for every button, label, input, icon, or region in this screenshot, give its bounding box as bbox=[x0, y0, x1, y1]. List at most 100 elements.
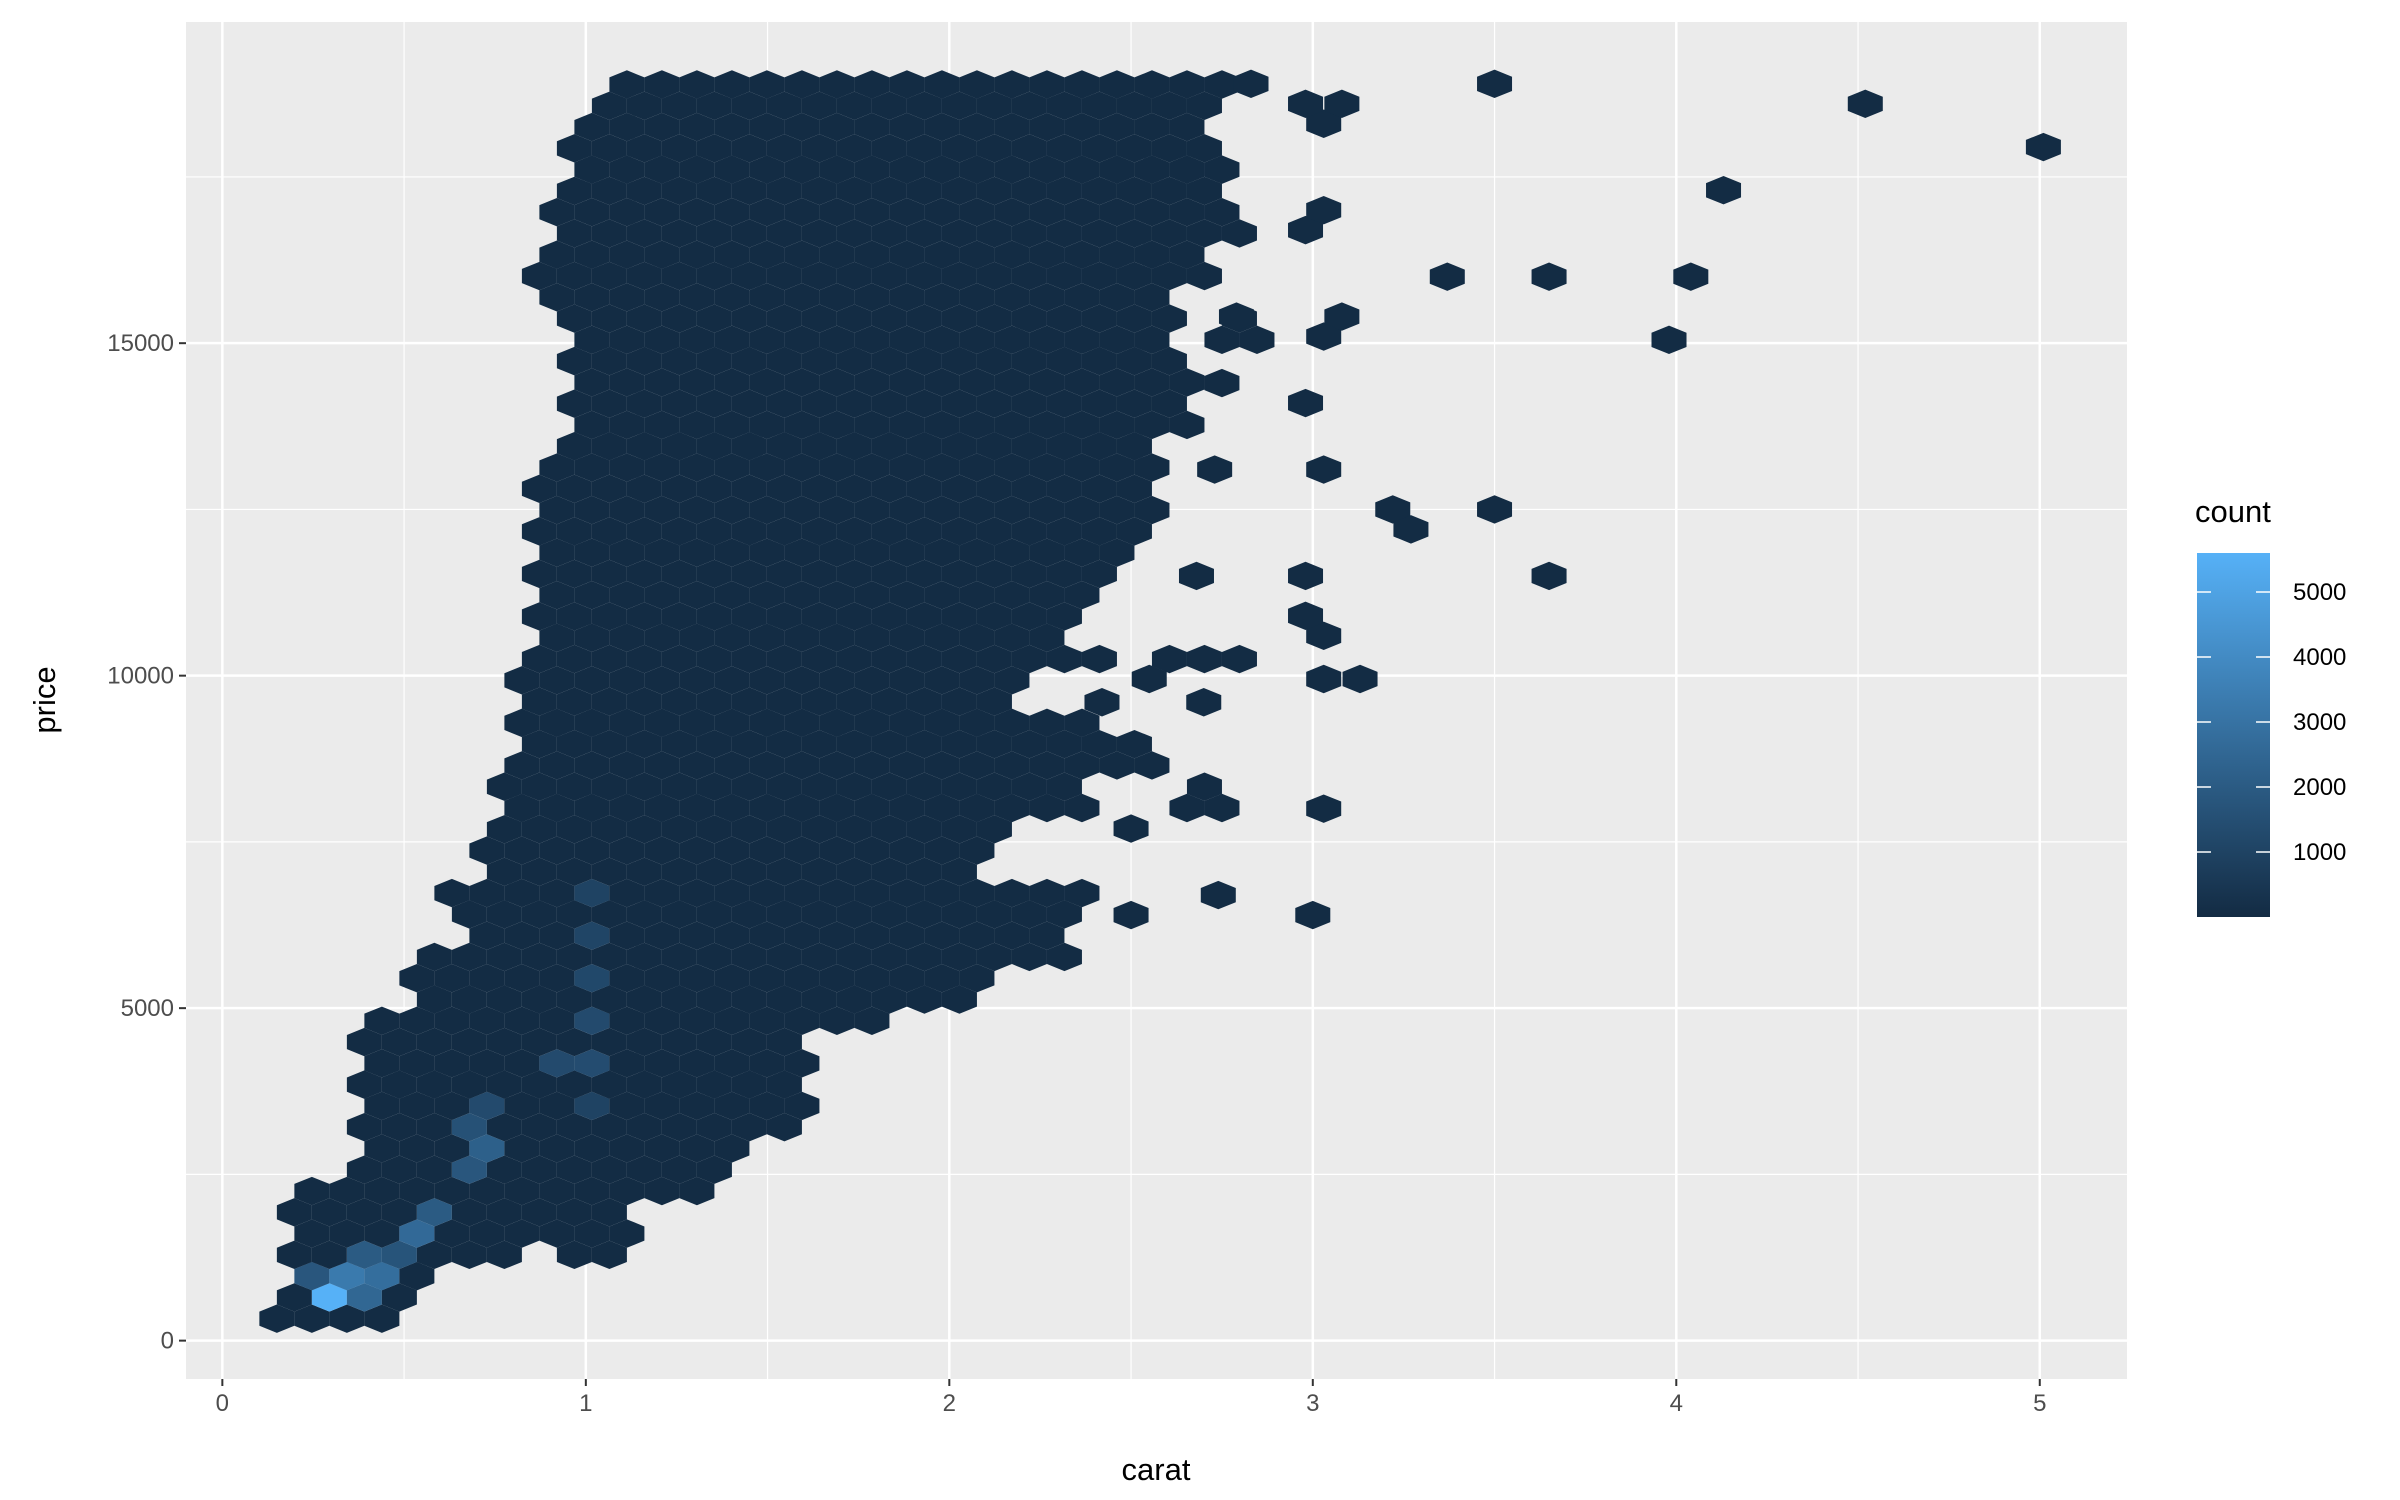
hex-bin bbox=[1169, 112, 1205, 142]
hex-bin bbox=[504, 964, 540, 993]
hex-bin bbox=[1151, 346, 1187, 376]
hex-bin bbox=[591, 1155, 627, 1184]
hex-bin bbox=[994, 793, 1030, 823]
hex-bin bbox=[679, 283, 715, 312]
hex-bin bbox=[626, 729, 662, 759]
hex-bin bbox=[539, 623, 575, 652]
hex-bin bbox=[801, 346, 837, 376]
hex-bin bbox=[836, 176, 872, 206]
hex-bin bbox=[591, 261, 627, 291]
hex-bin bbox=[539, 964, 575, 993]
hex-bin bbox=[714, 325, 750, 355]
hex-bin bbox=[451, 1240, 487, 1270]
hex-bin bbox=[609, 793, 645, 823]
hex-bin bbox=[924, 325, 960, 355]
hex-bin bbox=[906, 729, 942, 759]
hex-bin bbox=[364, 1176, 400, 1206]
hex-bin bbox=[924, 666, 960, 695]
hex-bin bbox=[679, 155, 715, 184]
hex-bin bbox=[854, 325, 890, 355]
hex-bin bbox=[521, 1198, 557, 1227]
hex-bin bbox=[1029, 581, 1065, 610]
hex-bin bbox=[836, 644, 872, 674]
hex-bin bbox=[889, 666, 925, 695]
hex-bin bbox=[591, 985, 627, 1014]
hex-bin bbox=[609, 1006, 645, 1035]
hex-bin bbox=[591, 602, 627, 631]
hex-bin bbox=[399, 1219, 435, 1248]
hex-bin bbox=[976, 729, 1012, 759]
hex-bin bbox=[854, 155, 890, 184]
hex-bin bbox=[574, 155, 610, 184]
hex-bin bbox=[591, 1198, 627, 1227]
hex-bin bbox=[1029, 197, 1065, 227]
hex-bin bbox=[661, 602, 697, 631]
hex-bin bbox=[696, 687, 732, 716]
hex-bin bbox=[416, 1155, 452, 1184]
hex-bin bbox=[1116, 517, 1152, 546]
hex-bin bbox=[871, 517, 907, 546]
hex-bin bbox=[276, 1283, 312, 1312]
hex-bin bbox=[906, 942, 942, 972]
hex-bin bbox=[311, 1240, 347, 1270]
hex-bin bbox=[749, 155, 785, 184]
hex-bin bbox=[609, 623, 645, 652]
x-tick-label: 2 bbox=[943, 1390, 956, 1417]
hex-bin bbox=[994, 410, 1030, 440]
hex-bin bbox=[1116, 134, 1152, 163]
hex-bin bbox=[854, 410, 890, 440]
hex-bin bbox=[399, 1261, 435, 1291]
hex-bin bbox=[766, 687, 802, 716]
hex-bin bbox=[434, 878, 470, 908]
hex-bin bbox=[486, 857, 522, 887]
hex-bin bbox=[469, 1006, 505, 1035]
hex-bin bbox=[731, 1027, 767, 1057]
hex-bin bbox=[1306, 109, 1342, 138]
hex-bin bbox=[1531, 561, 1567, 591]
y-tick-label: 15000 bbox=[107, 330, 174, 357]
hex-bin bbox=[591, 772, 627, 801]
hex-bin bbox=[731, 304, 767, 333]
hex-bin bbox=[731, 91, 767, 120]
hex-bin bbox=[346, 1155, 382, 1184]
hex-bin bbox=[1169, 240, 1205, 269]
hex-bin bbox=[574, 581, 610, 610]
hex-bin bbox=[521, 1070, 557, 1099]
hex-bin bbox=[976, 219, 1012, 248]
hex-bin bbox=[731, 942, 767, 972]
hex-bin bbox=[1081, 432, 1117, 461]
hex-bin bbox=[924, 283, 960, 312]
hex-bin bbox=[1186, 644, 1222, 674]
hex-bin bbox=[679, 1006, 715, 1035]
hex-bin bbox=[661, 1112, 697, 1142]
hex-bin bbox=[941, 772, 977, 801]
hex-bin bbox=[994, 283, 1030, 312]
hex-bin bbox=[941, 900, 977, 929]
hex-bin bbox=[416, 942, 452, 972]
hex-bin bbox=[574, 197, 610, 227]
hex-bin bbox=[959, 70, 995, 99]
hex-bin bbox=[959, 836, 995, 865]
hex-bin bbox=[1306, 621, 1342, 650]
hex-bin bbox=[749, 197, 785, 227]
hex-bin bbox=[1134, 495, 1170, 525]
hex-bin bbox=[591, 942, 627, 972]
hex-bin bbox=[784, 666, 820, 695]
x-tick-label: 1 bbox=[579, 1390, 592, 1417]
hex-bin bbox=[574, 1219, 610, 1248]
hex-bin bbox=[1064, 70, 1100, 99]
hex-bin bbox=[679, 495, 715, 525]
hex-bin bbox=[574, 708, 610, 738]
hex-bin bbox=[819, 283, 855, 312]
hex-bin bbox=[836, 687, 872, 716]
hex-bin bbox=[854, 197, 890, 227]
hex-bin bbox=[539, 1049, 575, 1078]
hex-bin bbox=[889, 836, 925, 865]
hex-bin bbox=[819, 1006, 855, 1035]
hex-bin bbox=[469, 1091, 505, 1121]
hex-bin bbox=[504, 1006, 540, 1035]
hex-bin bbox=[696, 517, 732, 546]
hex-bin bbox=[609, 70, 645, 99]
hex-bin bbox=[644, 836, 680, 865]
hex-bin bbox=[1116, 432, 1152, 461]
